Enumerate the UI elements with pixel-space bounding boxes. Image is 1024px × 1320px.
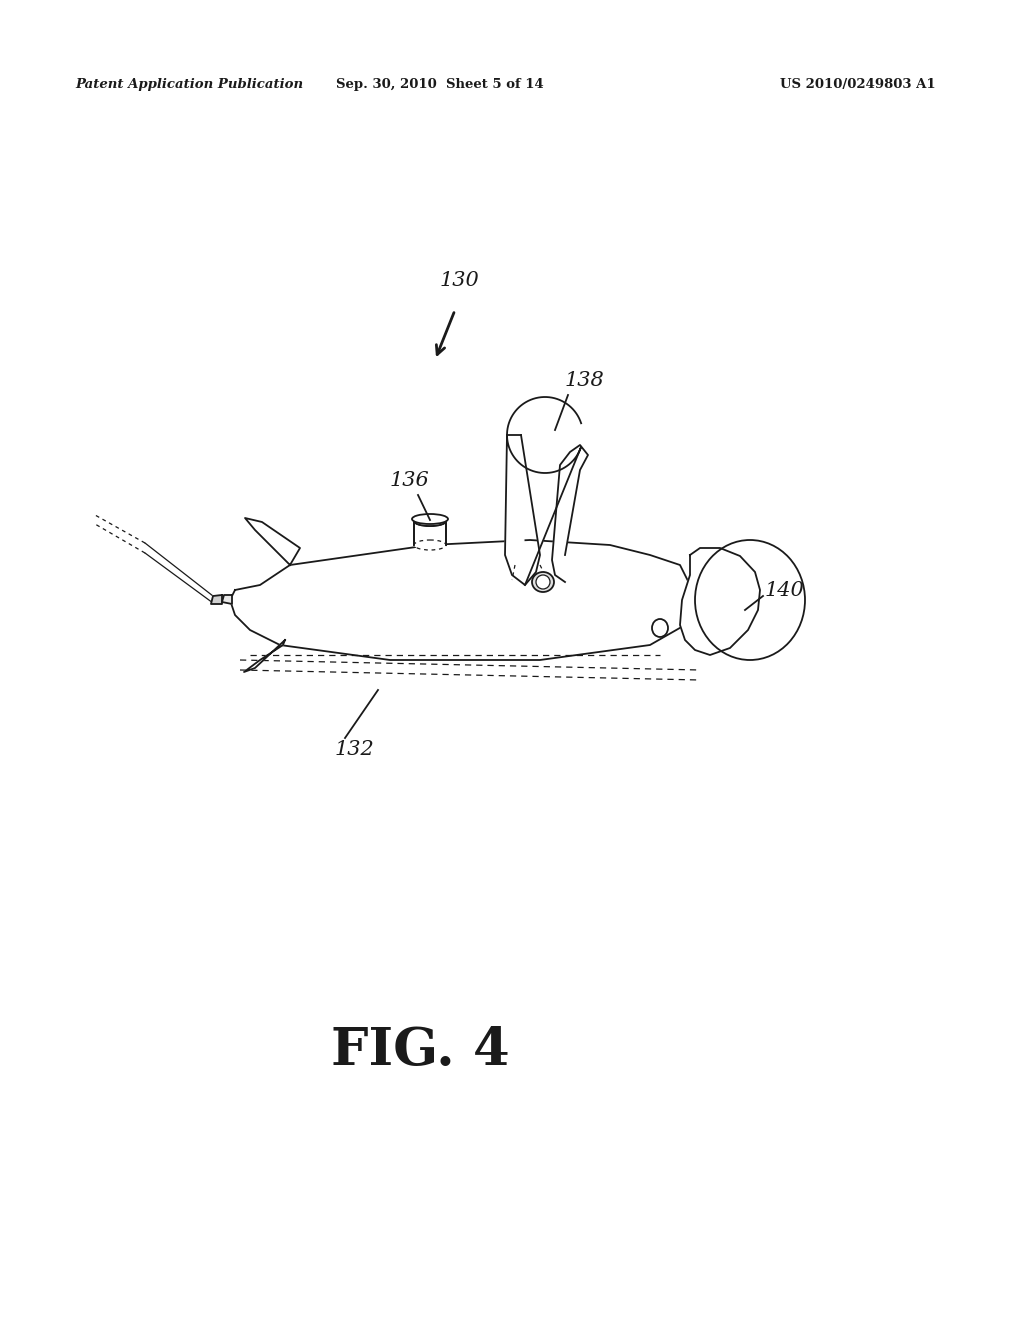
Polygon shape [245, 517, 300, 565]
Ellipse shape [414, 516, 446, 525]
Circle shape [536, 576, 550, 589]
Text: 138: 138 [565, 371, 605, 389]
Polygon shape [230, 540, 695, 660]
Polygon shape [244, 640, 285, 672]
Ellipse shape [652, 619, 668, 638]
Ellipse shape [532, 572, 554, 591]
Text: Patent Application Publication: Patent Application Publication [75, 78, 303, 91]
FancyBboxPatch shape [414, 521, 446, 545]
Ellipse shape [695, 540, 805, 660]
Text: 132: 132 [335, 741, 375, 759]
Text: Sep. 30, 2010  Sheet 5 of 14: Sep. 30, 2010 Sheet 5 of 14 [336, 78, 544, 91]
Text: 136: 136 [390, 471, 430, 490]
Text: US 2010/0249803 A1: US 2010/0249803 A1 [780, 78, 936, 91]
Ellipse shape [412, 513, 449, 524]
Polygon shape [222, 595, 232, 605]
Polygon shape [505, 397, 582, 585]
Polygon shape [552, 445, 588, 582]
Text: 130: 130 [440, 271, 480, 290]
Polygon shape [211, 595, 222, 605]
Ellipse shape [414, 516, 446, 525]
Text: 140: 140 [765, 581, 805, 599]
Text: FIG. 4: FIG. 4 [331, 1024, 509, 1076]
Polygon shape [680, 548, 760, 655]
Ellipse shape [414, 540, 446, 550]
